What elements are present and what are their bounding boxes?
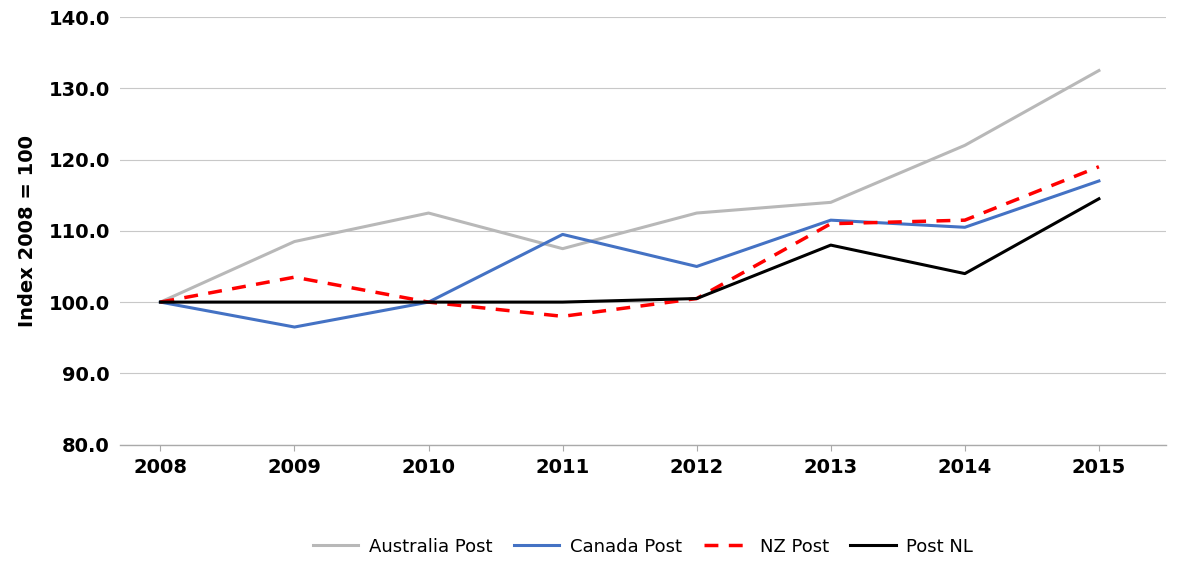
Australia Post xyxy=(555,245,570,252)
Post NL xyxy=(555,299,570,306)
NZ Post xyxy=(287,274,302,280)
Canada Post xyxy=(823,217,838,223)
Canada Post xyxy=(287,324,302,331)
NZ Post xyxy=(153,299,167,306)
Australia Post xyxy=(287,238,302,245)
Y-axis label: Index 2008 = 100: Index 2008 = 100 xyxy=(18,135,37,327)
Legend: Australia Post, Canada Post, NZ Post, Post NL: Australia Post, Canada Post, NZ Post, Po… xyxy=(305,531,981,563)
Post NL xyxy=(690,295,704,302)
Australia Post xyxy=(153,299,167,306)
Post NL xyxy=(958,270,972,277)
Post NL xyxy=(153,299,167,306)
Canada Post xyxy=(1091,178,1106,185)
Canada Post xyxy=(422,299,436,306)
NZ Post xyxy=(1091,163,1106,170)
Australia Post xyxy=(690,210,704,217)
NZ Post xyxy=(823,221,838,227)
Australia Post xyxy=(958,142,972,149)
NZ Post xyxy=(555,313,570,320)
Line: Post NL: Post NL xyxy=(160,199,1099,302)
Line: Canada Post: Canada Post xyxy=(160,181,1099,327)
NZ Post xyxy=(958,217,972,223)
Canada Post xyxy=(153,299,167,306)
Line: Australia Post: Australia Post xyxy=(160,71,1099,302)
NZ Post xyxy=(690,295,704,302)
Line: NZ Post: NZ Post xyxy=(160,166,1099,316)
Post NL xyxy=(823,242,838,249)
Australia Post xyxy=(1091,67,1106,74)
Canada Post xyxy=(958,224,972,231)
NZ Post xyxy=(422,299,436,306)
Post NL xyxy=(1091,196,1106,202)
Canada Post xyxy=(690,263,704,270)
Post NL xyxy=(287,299,302,306)
Australia Post xyxy=(422,210,436,217)
Australia Post xyxy=(823,199,838,206)
Canada Post xyxy=(555,231,570,238)
Post NL xyxy=(422,299,436,306)
